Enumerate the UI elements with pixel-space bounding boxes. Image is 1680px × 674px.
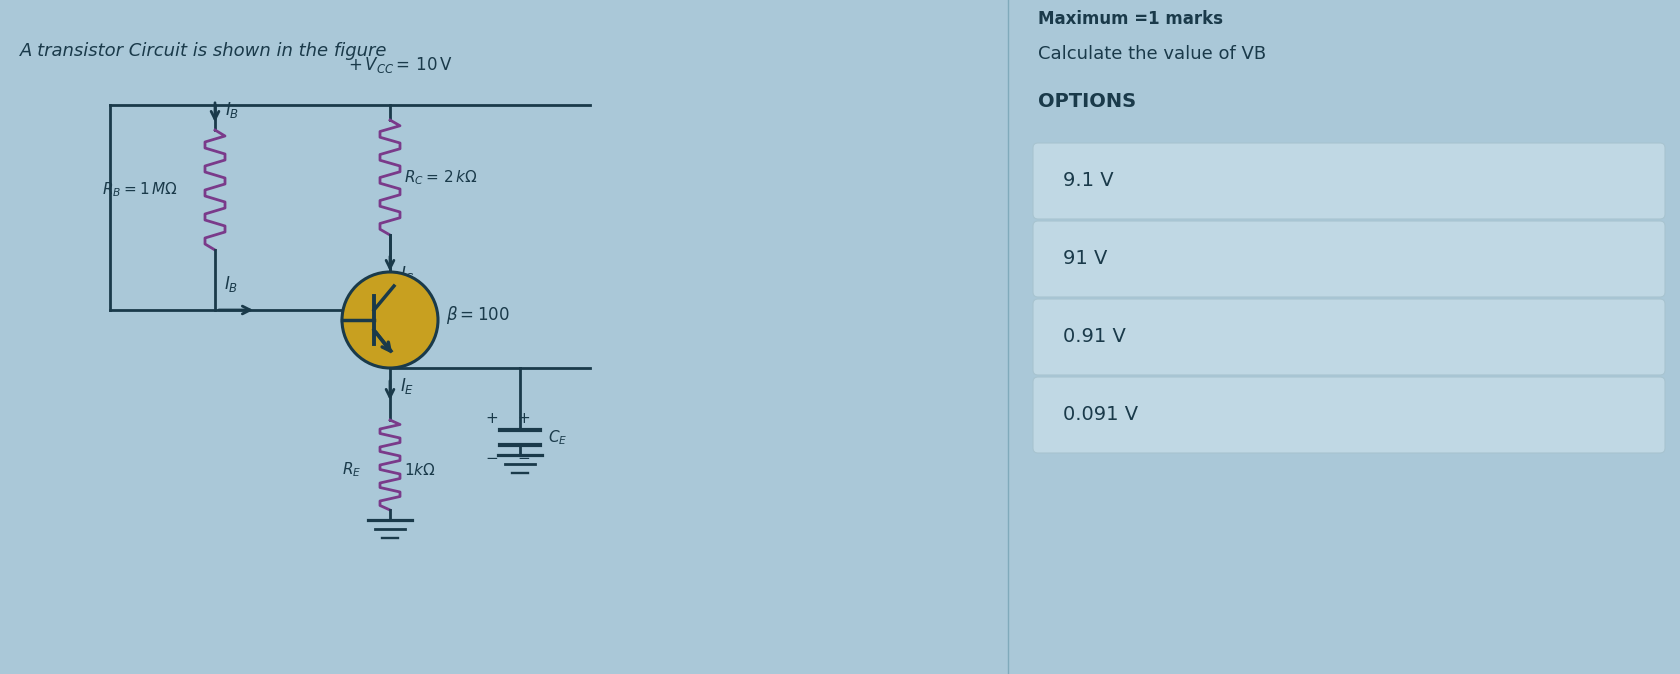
Text: $-$: $-$: [486, 449, 499, 464]
Text: Maximum =1 marks: Maximum =1 marks: [1038, 10, 1223, 28]
Text: $R_B=1\,M\Omega$: $R_B=1\,M\Omega$: [102, 181, 178, 200]
Text: Calculate the value of VB: Calculate the value of VB: [1038, 45, 1267, 63]
Text: 0.091 V: 0.091 V: [1063, 406, 1137, 425]
Text: A transistor Circuit is shown in the figure: A transistor Circuit is shown in the fig…: [20, 42, 388, 60]
Text: $-$: $-$: [517, 449, 531, 464]
FancyBboxPatch shape: [1033, 299, 1665, 375]
Text: 91 V: 91 V: [1063, 249, 1107, 268]
Text: $R_E$: $R_E$: [343, 460, 361, 479]
Text: $\beta=100$: $\beta=100$: [445, 304, 509, 326]
FancyBboxPatch shape: [1033, 221, 1665, 297]
Text: +: +: [486, 411, 499, 426]
Circle shape: [343, 272, 438, 368]
Text: $I_B$: $I_B$: [225, 100, 239, 120]
Text: $I_C$: $I_C$: [400, 264, 415, 284]
Text: OPTIONS: OPTIONS: [1038, 92, 1136, 111]
Text: $1k\Omega$: $1k\Omega$: [403, 462, 435, 478]
Text: $I_B$: $I_B$: [223, 274, 239, 294]
Text: $+\,V_{CC}=\,10\,\mathrm{V}$: $+\,V_{CC}=\,10\,\mathrm{V}$: [348, 55, 452, 75]
Text: $R_C=\,2\,k\Omega$: $R_C=\,2\,k\Omega$: [403, 168, 477, 187]
Text: 9.1 V: 9.1 V: [1063, 171, 1114, 191]
Text: 0.91 V: 0.91 V: [1063, 328, 1126, 346]
Text: $I_E$: $I_E$: [400, 376, 415, 396]
Text: $C_E$: $C_E$: [548, 428, 568, 447]
Text: +: +: [517, 411, 531, 426]
FancyBboxPatch shape: [1033, 143, 1665, 219]
FancyBboxPatch shape: [1033, 377, 1665, 453]
